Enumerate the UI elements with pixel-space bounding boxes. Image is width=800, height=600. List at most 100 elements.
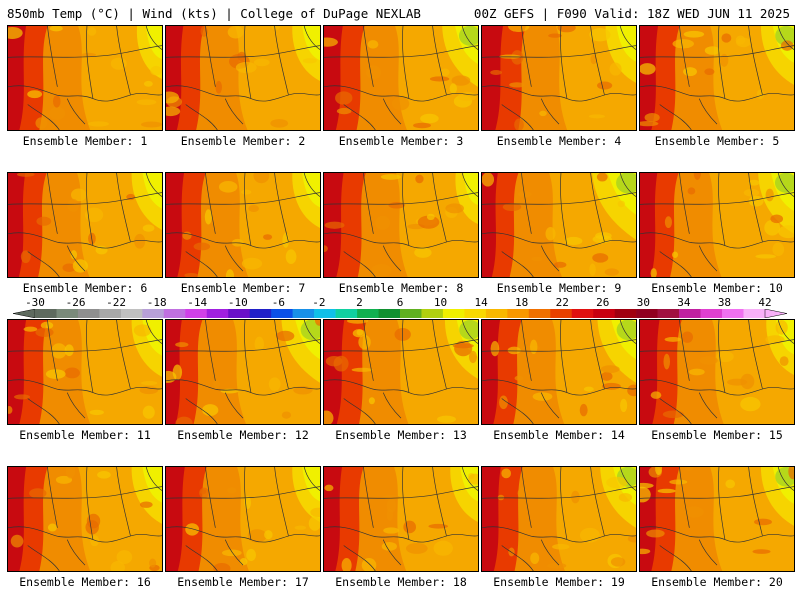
colorbar-segment: [378, 309, 401, 318]
ensemble-member-label: Ensemble Member: 10: [651, 281, 783, 295]
temperature-field-map: [8, 467, 162, 571]
ensemble-map-panel: [323, 466, 479, 572]
ensemble-map-panel: [639, 319, 795, 425]
colorbar-tick-label: -22: [106, 296, 127, 309]
ensemble-map-panel: [165, 172, 321, 278]
ensemble-member-label: Ensemble Member: 5: [654, 134, 780, 148]
ensemble-map-panel: [323, 172, 479, 278]
colorbar-tick-label: 26: [596, 296, 610, 309]
colorbar-segment: [292, 309, 315, 318]
colorbar-segment: [464, 309, 487, 318]
colorbar-tick-label: 34: [677, 296, 691, 309]
colorbar-tick-label: 30: [636, 296, 650, 309]
colorbar-tick-label: 2: [356, 296, 363, 309]
ensemble-member-label: Ensemble Member: 13: [335, 428, 467, 442]
colorbar-tick-label: 42: [758, 296, 772, 309]
temperature-field-map: [324, 26, 478, 130]
colorbar-segment: [142, 309, 165, 318]
ensemble-member-label: Ensemble Member: 20: [651, 575, 783, 589]
temperature-field-map: [324, 467, 478, 571]
ensemble-member-label: Ensemble Member: 7: [180, 281, 306, 295]
colorbar-segment: [185, 309, 208, 318]
ensemble-member-label: Ensemble Member: 2: [180, 134, 306, 148]
colorbar-segment: [77, 309, 100, 318]
colorbar-segment: [528, 309, 551, 318]
ensemble-member-label: Ensemble Member: 9: [496, 281, 622, 295]
ensemble-map-panel: [639, 466, 795, 572]
ensemble-member-label: Ensemble Member: 12: [177, 428, 309, 442]
colorbar-segment: [314, 309, 336, 318]
colorbar-segment: [228, 309, 251, 318]
ensemble-member-label: Ensemble Member: 11: [19, 428, 151, 442]
chart-title: 850mb Temp (°C) | Wind (kts) | College o…: [7, 6, 421, 21]
colorbar-segment: [335, 309, 358, 318]
temperature-field-map: [8, 320, 162, 424]
colorbar-segment: [56, 309, 79, 318]
temperature-field-map: [324, 173, 478, 277]
ensemble-map-panel: [323, 319, 479, 425]
colorbar-max-arrow: [764, 309, 787, 318]
ensemble-member-label: Ensemble Member: 17: [177, 575, 309, 589]
ensemble-map-panel: [7, 25, 163, 131]
ensemble-map-panel: [639, 25, 795, 131]
temperature-field-map: [166, 26, 320, 130]
ensemble-member-label: Ensemble Member: 16: [19, 575, 151, 589]
temperature-field-map: [482, 173, 636, 277]
temperature-field-map: [166, 467, 320, 571]
colorbar-segment: [249, 309, 272, 318]
ensemble-member-label: Ensemble Member: 18: [335, 575, 467, 589]
temperature-field-map: [482, 26, 636, 130]
colorbar-segment: [442, 309, 465, 318]
temperature-field-map: [640, 173, 794, 277]
ensemble-map-panel: [165, 319, 321, 425]
ensemble-map-panel: [7, 466, 163, 572]
ensemble-map-panel: [323, 25, 479, 131]
colorbar-tick-label: -26: [65, 296, 86, 309]
temperature-field-map: [640, 320, 794, 424]
colorbar-segment: [679, 309, 701, 318]
ensemble-map-panel: [7, 319, 163, 425]
colorbar-segment: [593, 309, 616, 318]
colorbar-tick-label: 10: [433, 296, 448, 309]
ensemble-map-panel: [165, 25, 321, 131]
run-valid-time: 00Z GEFS | F090 Valid: 18Z WED JUN 11 20…: [473, 6, 790, 21]
colorbar-min-arrow: [13, 309, 36, 318]
colorbar-tick-label: 18: [515, 296, 529, 309]
colorbar-tick-label: -30: [25, 296, 45, 309]
colorbar-tick-label: -10: [227, 296, 248, 309]
ensemble-member-label: Ensemble Member: 14: [493, 428, 625, 442]
ensemble-member-label: Ensemble Member: 1: [22, 134, 148, 148]
colorbar-tick-label: 38: [717, 296, 732, 309]
colorbar-segment: [657, 309, 680, 318]
colorbar-segment: [636, 309, 658, 318]
colorbar-segment: [271, 309, 293, 318]
temperature-field-map: [482, 320, 636, 424]
ensemble-map-panel: [7, 172, 163, 278]
ensemble-member-label: Ensemble Member: 15: [651, 428, 783, 442]
colorbar-segment: [35, 309, 57, 318]
ensemble-member-label: Ensemble Member: 3: [338, 134, 464, 148]
ensemble-map-panel: [481, 172, 637, 278]
colorbar-segment: [571, 309, 594, 318]
colorbar-segment: [400, 309, 422, 318]
colorbar-segment: [120, 309, 143, 318]
colorbar-tick-label: -18: [146, 296, 167, 309]
colorbar-segment: [163, 309, 186, 318]
temperature-field-map: [8, 26, 162, 130]
ensemble-member-label: Ensemble Member: 6: [22, 281, 148, 295]
ensemble-member-label: Ensemble Member: 4: [496, 134, 622, 148]
colorbar-segment: [722, 309, 744, 318]
colorbar-segment: [614, 309, 637, 318]
temperature-field-map: [324, 320, 478, 424]
colorbar-segment: [99, 309, 122, 318]
colorbar-tick-label: -14: [187, 296, 208, 309]
colorbar-tick-label: 14: [474, 296, 488, 309]
colorbar-segment: [507, 309, 530, 318]
ensemble-map-panel: [481, 25, 637, 131]
colorbar-segment: [743, 309, 766, 318]
colorbar-tick-label: -6: [271, 296, 285, 309]
colorbar-tick-label: 6: [396, 296, 404, 309]
colorbar-segment: [700, 309, 723, 318]
temperature-field-map: [640, 467, 794, 571]
ensemble-map-panel: [165, 466, 321, 572]
